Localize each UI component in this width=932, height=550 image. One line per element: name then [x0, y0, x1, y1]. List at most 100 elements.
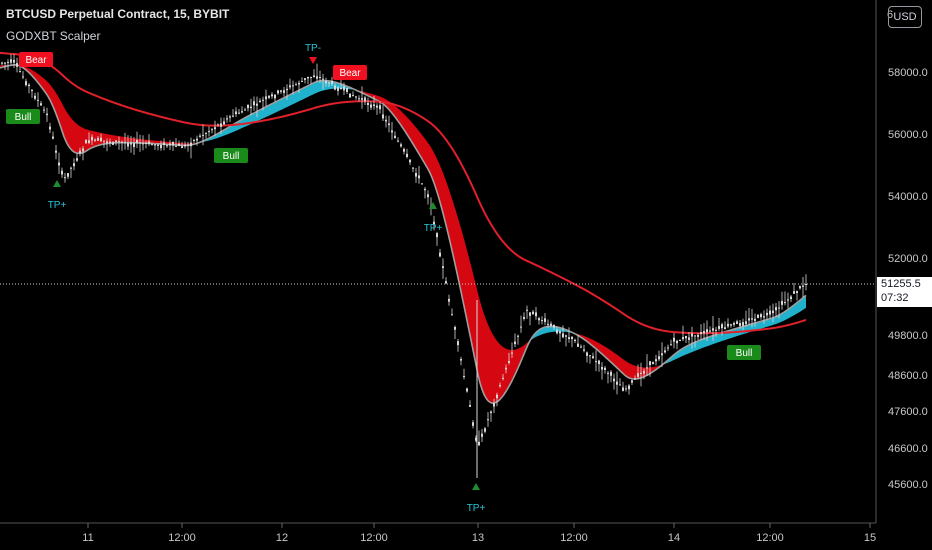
cloud-segment — [710, 335, 712, 346]
candle-body — [358, 98, 360, 100]
candle-body — [694, 335, 696, 337]
cloud-segment — [764, 319, 766, 328]
y-tick-label: 47600.0 — [888, 406, 928, 418]
cloud-segment — [276, 100, 278, 113]
candle-body — [541, 320, 543, 322]
cloud-segment — [426, 140, 428, 170]
candle-body — [76, 158, 78, 161]
candle-body — [799, 286, 801, 289]
candle-body — [409, 159, 411, 163]
candle-body — [655, 359, 657, 362]
cloud-segment — [774, 316, 776, 325]
cloud-segment — [430, 145, 432, 178]
candle-body — [517, 335, 519, 337]
candle-body — [298, 82, 300, 85]
candle-body — [442, 266, 444, 268]
candle-body — [439, 252, 441, 257]
cloud-segment — [496, 339, 498, 403]
cloud-segment — [768, 318, 770, 327]
cloud-segment — [714, 334, 716, 344]
candle-body — [235, 111, 237, 115]
tp-label: TP+ — [424, 223, 443, 234]
x-tick-label: 12:00 — [168, 532, 196, 544]
candle-body — [664, 350, 666, 353]
candle-body — [733, 323, 735, 325]
cloud-segment — [460, 224, 462, 297]
cloud-segment — [438, 160, 440, 203]
y-tick-label: 46600.0 — [888, 443, 928, 455]
candle-body — [259, 100, 261, 103]
cloud-segment — [286, 95, 288, 108]
cloud-segment — [320, 80, 322, 92]
cloud-segment — [486, 319, 488, 401]
candle-body — [49, 126, 51, 130]
cloud-segment — [66, 110, 68, 146]
candle-body — [598, 360, 600, 365]
cloud-segment — [494, 336, 496, 404]
cloud-segment — [626, 361, 628, 378]
candle-body — [283, 90, 285, 93]
cloud-segment — [500, 344, 502, 400]
cloud-segment — [716, 333, 718, 344]
candle-body — [184, 144, 186, 147]
candle-body — [79, 150, 81, 154]
y-tick-label: 45600.0 — [888, 479, 928, 491]
candle-body — [25, 81, 27, 86]
cloud-segment — [138, 138, 140, 143]
cloud-segment — [634, 365, 636, 379]
candle-body — [679, 339, 681, 341]
cloud-segment — [422, 134, 424, 163]
cloud-segment — [318, 80, 320, 93]
cloud-segment — [272, 102, 274, 115]
candle-body — [172, 141, 174, 146]
cloud-segment — [598, 342, 600, 353]
cloud-segment — [60, 99, 62, 131]
candle-body — [802, 285, 804, 287]
bear-signal-label-bg — [333, 65, 367, 80]
candle-body — [637, 373, 639, 377]
cloud-segment — [304, 86, 306, 99]
cloud-segment — [232, 124, 234, 133]
candle-body — [187, 144, 189, 146]
cloud-segment — [432, 149, 434, 183]
cloud-segment — [144, 139, 146, 144]
cloud-segment — [70, 116, 72, 151]
cloud-segment — [542, 327, 544, 335]
cloud-segment — [648, 367, 650, 375]
candle-body — [148, 141, 150, 145]
cloud-segment — [800, 298, 802, 312]
candle-body — [586, 352, 588, 356]
currency-button[interactable]: USD — [888, 6, 922, 28]
cloud-segment — [446, 180, 448, 234]
bear-signal-label: Bear — [339, 68, 361, 79]
indicator-label[interactable]: GODXBT Scalper — [6, 29, 101, 43]
candle-body — [355, 96, 357, 98]
x-tick-label: 12:00 — [360, 532, 388, 544]
cloud-segment — [294, 91, 296, 104]
cloud-segment — [62, 103, 64, 137]
tp-up-arrow — [472, 483, 480, 490]
candle-body — [472, 422, 474, 426]
cloud-segment — [498, 342, 500, 402]
cloud-segment — [416, 127, 418, 153]
candle-body — [652, 362, 654, 365]
cloud-segment — [412, 122, 414, 146]
cloud-segment — [290, 93, 292, 106]
candles — [1, 53, 807, 447]
cloud-segment — [698, 340, 700, 350]
cloud-segment — [608, 348, 610, 362]
candle-body — [109, 141, 111, 143]
bull-signal-label-bg — [727, 345, 761, 360]
candle-body — [391, 130, 393, 133]
candle-body — [331, 80, 333, 85]
cloud-segment — [692, 342, 694, 353]
y-tick-label: 49800.0 — [888, 330, 928, 342]
x-tick-label: 12 — [276, 532, 288, 544]
candle-body — [217, 124, 219, 126]
candle-body — [352, 95, 354, 97]
cloud-segment — [624, 359, 626, 377]
cloud-segment — [42, 77, 44, 91]
cloud-segment — [462, 231, 464, 306]
candle-body — [379, 105, 381, 110]
